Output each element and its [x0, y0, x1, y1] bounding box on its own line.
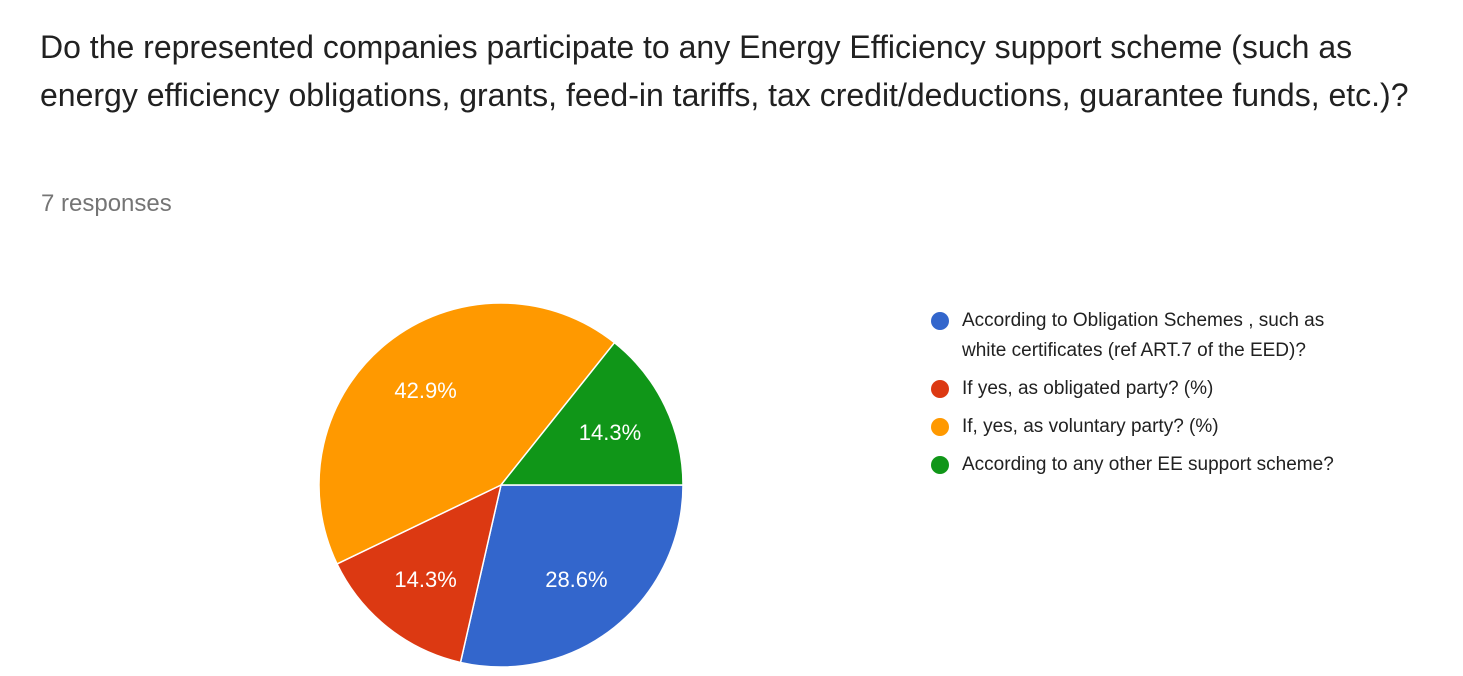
pie-slice-label: 14.3%: [394, 567, 456, 592]
pie-slice[interactable]: [318, 302, 616, 565]
question-title: Do the represented companies participate…: [40, 29, 1409, 113]
legend-color-dot: [931, 380, 949, 398]
pie-slice[interactable]: [336, 484, 502, 664]
legend-label: If, yes, as voluntary party? (%): [962, 416, 1219, 437]
pie-chart[interactable]: 28.6% 14.3% 42.9% 14.3%: [301, 285, 701, 676]
responses-count: 7 responses: [41, 190, 172, 217]
pie-slice[interactable]: [500, 341, 684, 486]
chart-legend: According to Obligation Schemes , such a…: [931, 306, 1345, 488]
legend-color-dot: [931, 418, 949, 436]
pie-slice[interactable]: [459, 484, 684, 668]
legend-label: If yes, as obligated party? (%): [962, 378, 1214, 399]
pie-slice-label: 42.9%: [394, 378, 456, 403]
pie-slice-label: 14.3%: [579, 420, 641, 445]
pie-slice-label: 28.6%: [545, 567, 607, 592]
legend-item: According to any other EE support scheme…: [931, 450, 1345, 480]
legend-label: According to any other EE support scheme…: [962, 454, 1334, 475]
legend-item: If, yes, as voluntary party? (%): [931, 412, 1345, 442]
legend-color-dot: [931, 456, 949, 474]
legend-item: If yes, as obligated party? (%): [931, 374, 1345, 404]
legend-label: According to Obligation Schemes , such a…: [962, 310, 1325, 361]
legend-color-dot: [931, 312, 949, 330]
legend-item: According to Obligation Schemes , such a…: [931, 306, 1345, 366]
